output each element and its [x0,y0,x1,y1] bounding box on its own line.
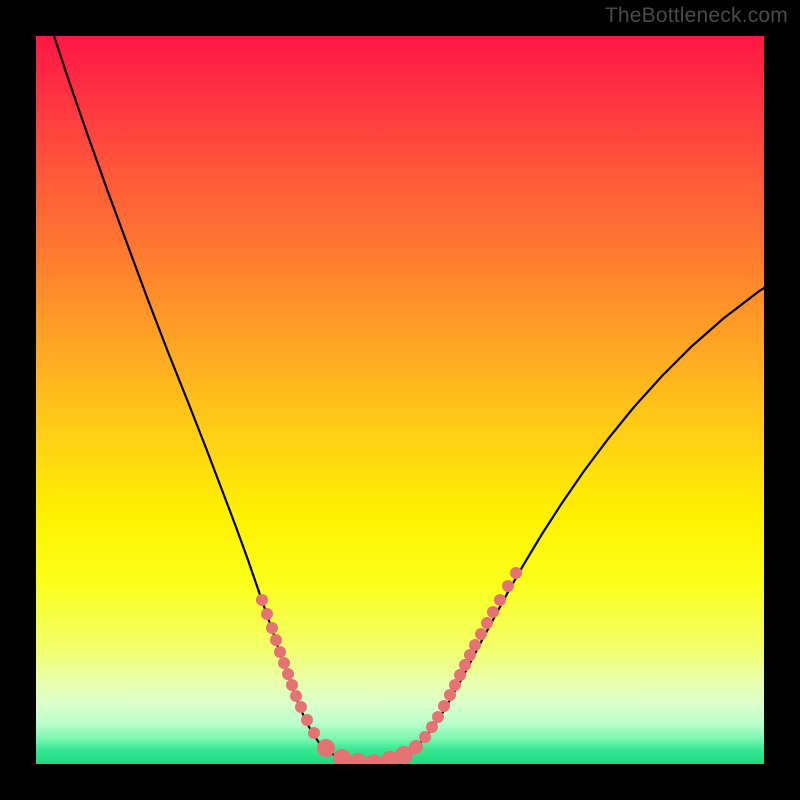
marker-dot [261,608,273,620]
marker-dot [266,622,278,634]
marker-dot [317,739,335,757]
chart-frame: TheBottleneck.com [0,0,800,800]
watermark-text: TheBottleneck.com [605,4,788,28]
marker-dot [432,711,444,723]
marker-dot [301,714,313,726]
marker-dot [510,567,522,579]
marker-dot [419,731,431,743]
marker-dot [274,646,286,658]
marker-dot [494,594,506,606]
plot-area [36,36,764,764]
marker-dot [290,690,302,702]
marker-dot [426,721,438,733]
marker-dot [481,617,493,629]
marker-dot [282,668,294,680]
marker-dot [295,701,307,713]
marker-dot [475,628,487,640]
chart-svg [36,36,764,764]
marker-dot [278,657,290,669]
marker-dot [487,606,499,618]
marker-dot [256,594,268,606]
marker-dot [502,580,514,592]
marker-dot [409,740,423,754]
marker-dot [270,634,282,646]
gradient-background [36,36,764,764]
marker-dot [469,639,481,651]
marker-dot [308,727,320,739]
marker-dot [438,700,450,712]
marker-dot [286,679,298,691]
